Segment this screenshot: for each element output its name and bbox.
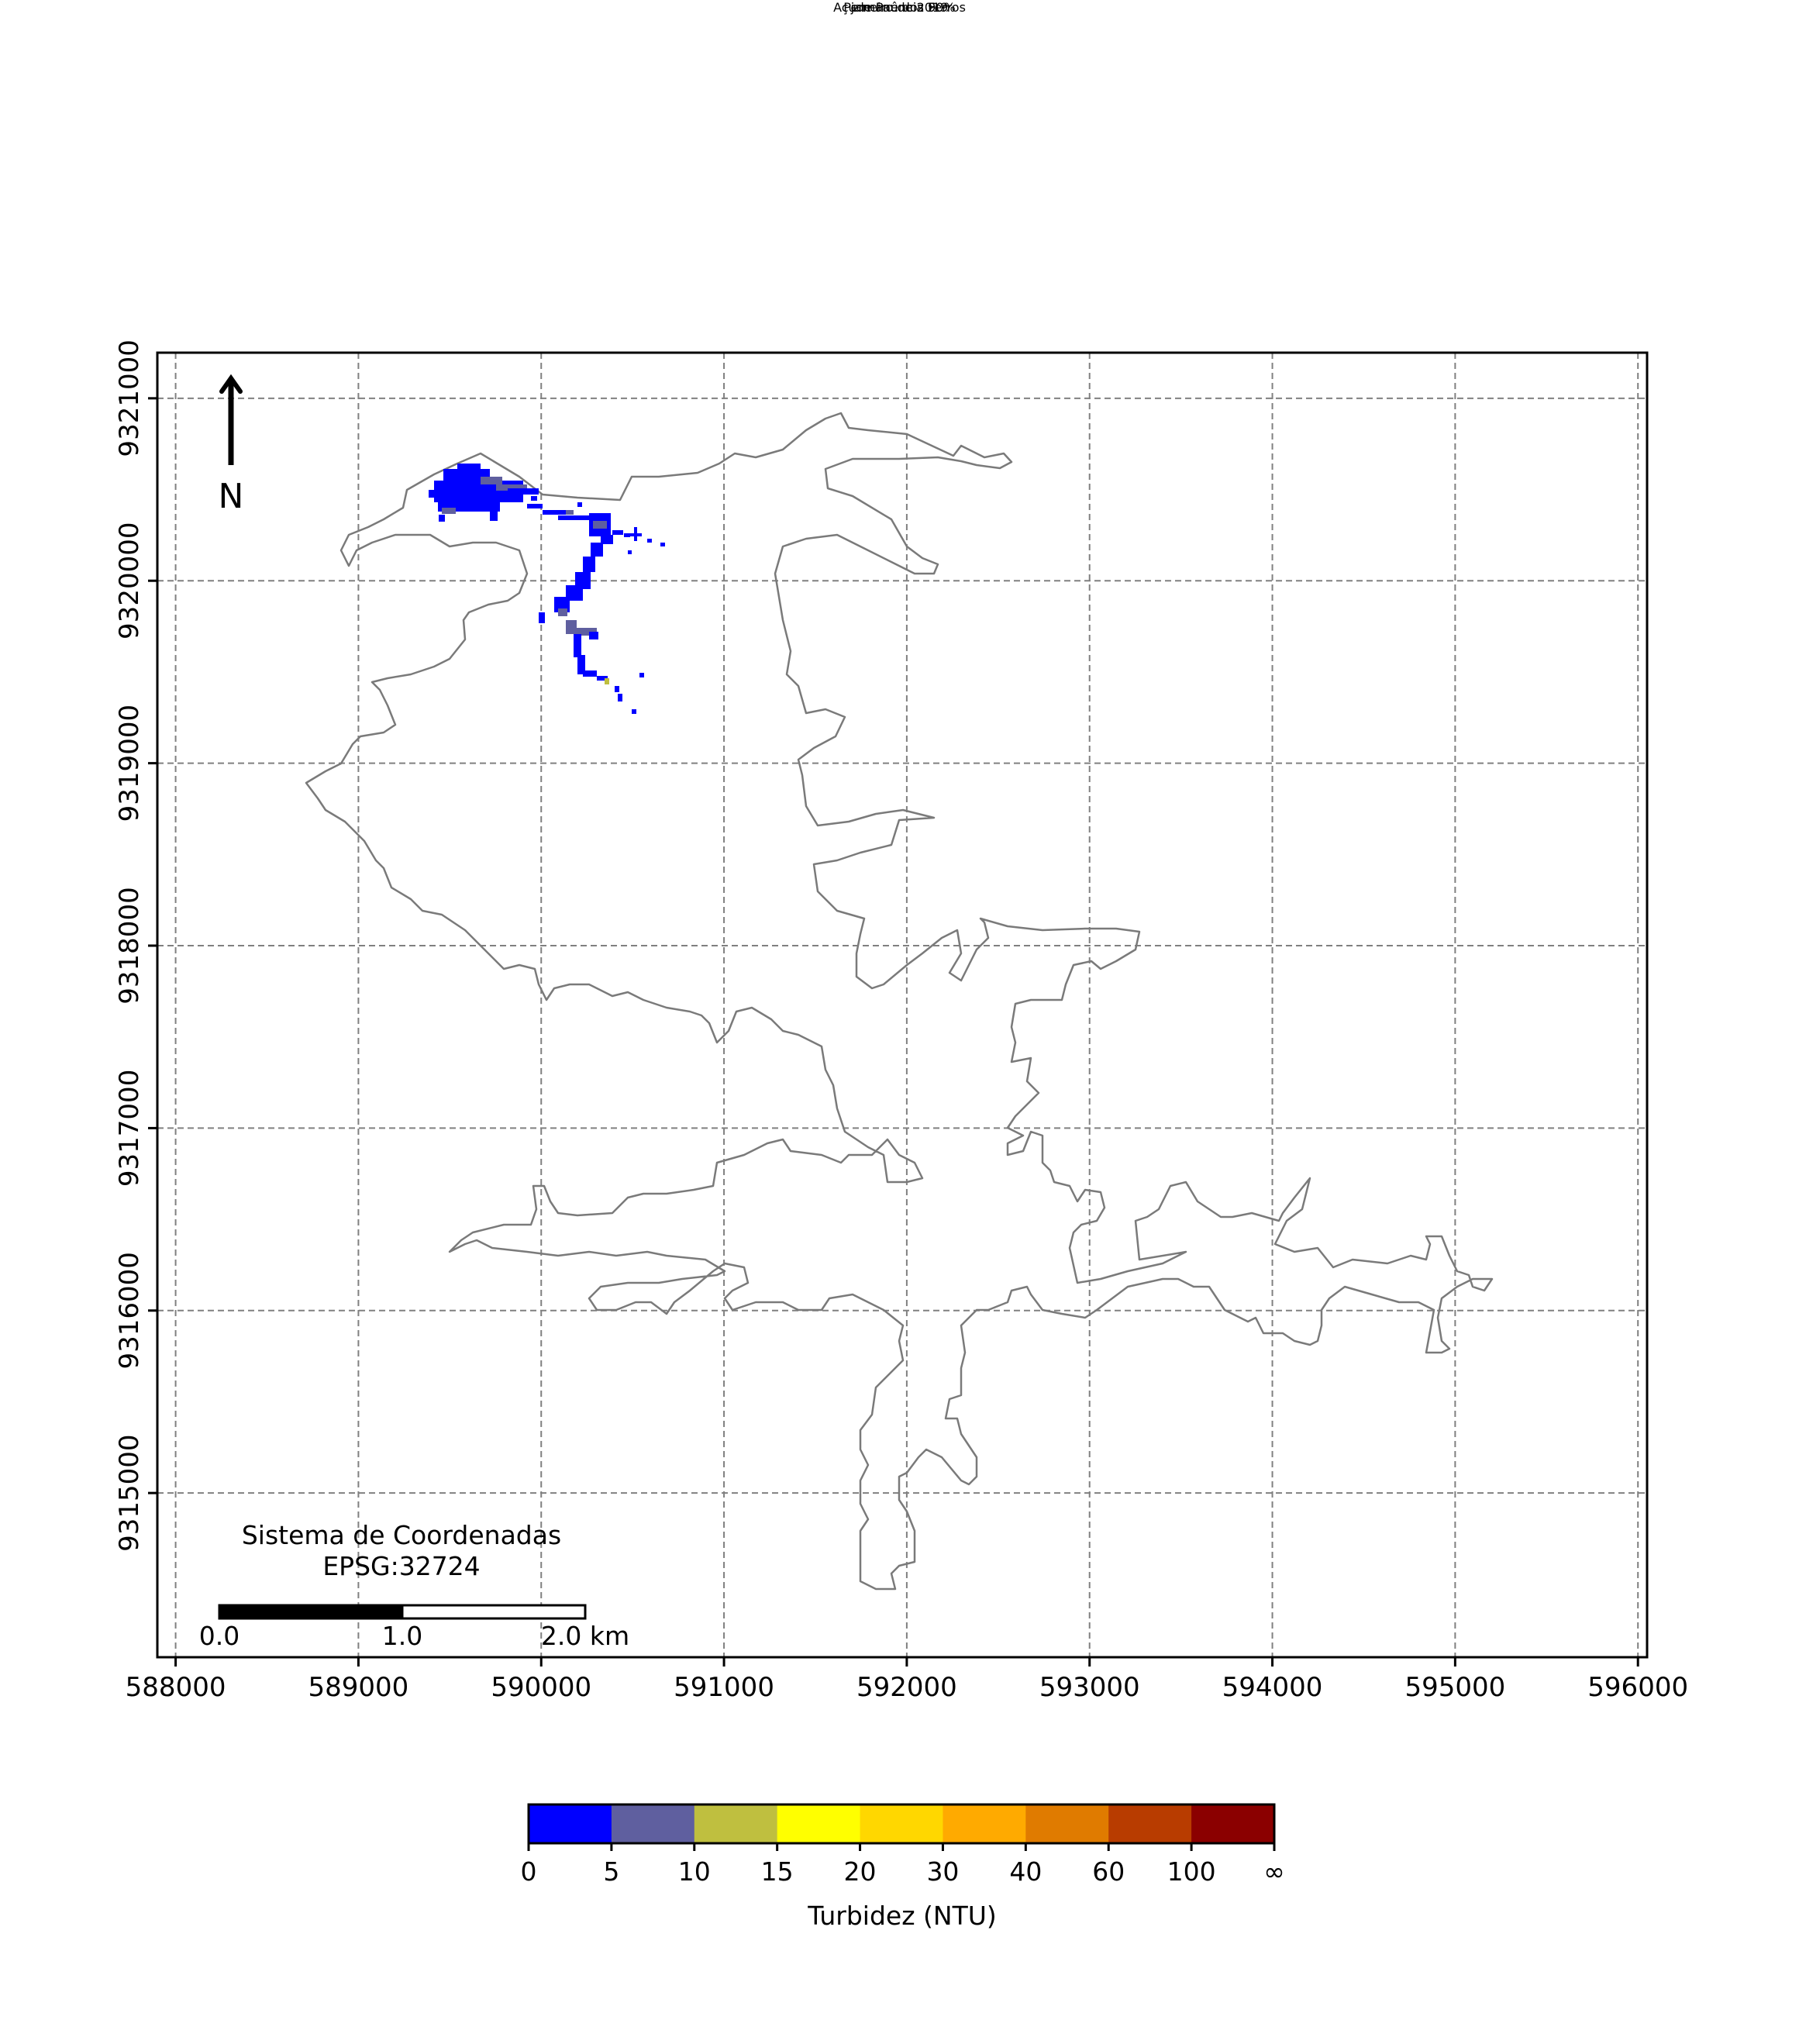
x-tick-label: 594000 xyxy=(1222,1672,1323,1703)
colorbar-label: Turbidez (NTU) xyxy=(807,1901,997,1931)
scale-bar-black xyxy=(219,1605,402,1618)
reservoir-outline xyxy=(305,412,1494,1591)
x-tick-label: 589000 xyxy=(308,1672,409,1703)
colorbar-tick-label: 15 xyxy=(761,1856,794,1887)
y-tick-label: 9317000 xyxy=(114,1070,145,1187)
colorbar-swatch xyxy=(611,1804,695,1843)
x-tick-label: 596000 xyxy=(1587,1672,1688,1703)
x-tick-label: 588000 xyxy=(126,1672,226,1703)
scale-bar-white xyxy=(401,1604,587,1620)
colorbar-outline xyxy=(527,1803,1276,1845)
x-tick-label: 592000 xyxy=(856,1672,957,1703)
colorbar-tick-label: 20 xyxy=(844,1856,877,1887)
colorbar-swatch xyxy=(777,1804,861,1843)
x-tick-label: 591000 xyxy=(674,1672,774,1703)
map-subtitle: janeiro de 2019 xyxy=(850,0,949,15)
colorbar-swatch xyxy=(694,1804,778,1843)
y-tick-label: 9315000 xyxy=(114,1434,145,1551)
scale-label-0: 0.0 xyxy=(199,1621,240,1651)
colorbar-tick-label: 10 xyxy=(678,1856,711,1887)
y-tick-label: 9321000 xyxy=(114,340,145,457)
scale-bar-outline xyxy=(218,1604,587,1620)
y-axis-ticks: 9315000 9316000 9317000 9318000 9319000 93200… xyxy=(114,340,157,1552)
colorbar-swatch xyxy=(860,1804,943,1843)
colorbar-tick-label: 60 xyxy=(1092,1856,1125,1887)
scale-label-2: 2.0 km xyxy=(541,1621,629,1651)
colorbar-swatch xyxy=(1108,1804,1192,1843)
north-arrow-head-icon xyxy=(219,374,243,394)
scale-bar: 0.0 1.0 2.0 km xyxy=(199,1604,629,1651)
colorbar-swatch xyxy=(1025,1804,1109,1843)
colorbar-swatch xyxy=(529,1804,612,1843)
colorbar-swatch xyxy=(1191,1804,1275,1843)
y-tick-label: 9320000 xyxy=(114,522,145,639)
crs-line1: Sistema de Coordenadas xyxy=(242,1520,561,1550)
colorbar-tick-label: 30 xyxy=(926,1856,959,1887)
colorbar-swatch xyxy=(943,1804,1026,1843)
x-axis-ticks: 588000 589000 590000 591000 592000 593000 5940… xyxy=(126,1657,1688,1703)
plot-frame xyxy=(156,351,1649,1659)
grid-lines xyxy=(157,353,1647,1657)
x-tick-label: 595000 xyxy=(1404,1672,1505,1703)
scale-label-1: 1.0 xyxy=(382,1621,422,1651)
x-tick-label: 593000 xyxy=(1039,1672,1140,1703)
y-tick-label: 9318000 xyxy=(114,887,145,1004)
colorbar-tick-label: 100 xyxy=(1167,1856,1216,1887)
colorbar: 0 5 10 15 20 30 40 60 100 ∞ xyxy=(521,1803,1285,1887)
map-permanencia: Permanência 90% xyxy=(843,0,956,15)
colorbar-tick-label: 0 xyxy=(521,1856,537,1887)
x-tick-label: 590000 xyxy=(491,1672,591,1703)
colorbar-tick-label: ∞ xyxy=(1263,1856,1285,1887)
turbidity-raster xyxy=(429,464,665,714)
north-arrow: N xyxy=(219,374,244,516)
y-tick-label: 9319000 xyxy=(114,705,145,822)
colorbar-tick-label: 5 xyxy=(603,1856,619,1887)
map-title: Açude Pau dos Ferros xyxy=(833,0,966,15)
y-tick-label: 9316000 xyxy=(114,1252,145,1369)
north-label: N xyxy=(219,477,244,516)
colorbar-tick-label: 40 xyxy=(1009,1856,1042,1887)
crs-line2: EPSG:32724 xyxy=(322,1551,480,1581)
